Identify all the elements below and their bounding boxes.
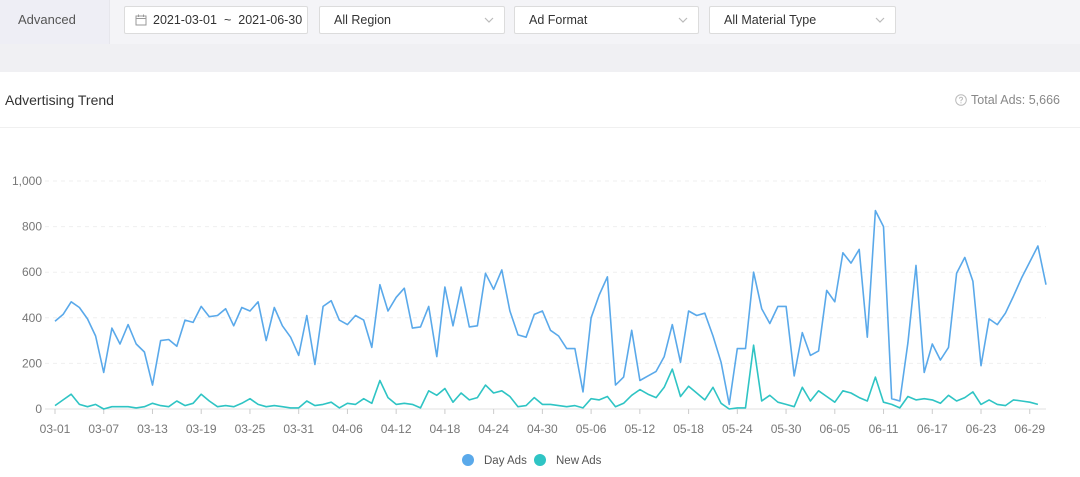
chart-legend: Day Ads New Ads	[462, 454, 602, 467]
x-tick-label: 03-25	[235, 422, 266, 436]
y-tick-label: 800	[22, 220, 42, 234]
x-axis-ticks: 03-01 03-07 03-13 03-19 03-25 03-31 04-06 04-12…	[40, 409, 1045, 436]
y-tick-label: 200	[22, 356, 42, 370]
x-tick-label: 06-29	[1014, 422, 1045, 436]
date-end: 2021-06-30	[238, 13, 303, 27]
help-icon[interactable]	[955, 94, 967, 106]
chart-grid	[45, 180, 1046, 410]
legend-label: Day Ads	[484, 455, 527, 467]
day-ads-line[interactable]	[54, 209, 1047, 406]
x-tick-label: 05-06	[576, 422, 607, 436]
ad-format-select[interactable]: Ad Format	[514, 6, 699, 34]
card-title: Advertising Trend	[5, 92, 114, 108]
y-axis-ticks: 0 200 400 600 800 1,000	[12, 174, 42, 416]
x-tick-label: 06-05	[819, 422, 850, 436]
y-tick-label: 400	[22, 311, 42, 325]
legend-label: New Ads	[556, 455, 602, 467]
x-tick-label: 05-24	[722, 422, 753, 436]
y-tick-label: 600	[22, 265, 42, 279]
x-tick-label: 05-30	[771, 422, 802, 436]
legend-marker	[462, 454, 474, 466]
x-tick-label: 04-30	[527, 422, 558, 436]
total-ads: Total Ads: 5,666	[955, 93, 1060, 107]
x-tick-label: 05-12	[625, 422, 656, 436]
legend-new-ads[interactable]: New Ads	[534, 454, 602, 467]
y-tick-label: 0	[35, 402, 42, 416]
region-select[interactable]: All Region	[319, 6, 505, 34]
x-tick-label: 03-19	[186, 422, 217, 436]
card-header: Advertising Trend Total Ads: 5,666	[0, 72, 1080, 128]
chevron-down-icon	[484, 17, 494, 23]
x-tick-label: 03-31	[283, 422, 314, 436]
chevron-down-icon	[678, 17, 688, 23]
x-tick-label: 04-18	[430, 422, 461, 436]
y-tick-label: 1,000	[12, 174, 42, 188]
section-gap	[0, 44, 1080, 72]
material-type-select-value: All Material Type	[724, 13, 817, 27]
date-range-picker[interactable]: 2021-03-01 ~2021-06-30	[124, 6, 308, 34]
region-select-value: All Region	[334, 13, 391, 27]
x-tick-label: 06-17	[917, 422, 948, 436]
filter-bar: Advanced 2021-03-01 ~2021-06-30 All Regio…	[0, 0, 1080, 44]
x-tick-label: 03-07	[88, 422, 119, 436]
chevron-down-icon	[875, 17, 885, 23]
total-ads-label: Total Ads: 5,666	[971, 93, 1060, 107]
legend-marker	[534, 454, 546, 466]
new-ads-line[interactable]	[54, 344, 1039, 410]
advanced-tab[interactable]: Advanced	[0, 0, 110, 44]
x-tick-label: 04-12	[381, 422, 412, 436]
ad-format-select-value: Ad Format	[529, 13, 588, 27]
x-tick-label: 06-11	[869, 422, 899, 436]
x-tick-label: 04-24	[478, 422, 509, 436]
material-type-select[interactable]: All Material Type	[709, 6, 896, 34]
x-tick-label: 05-18	[673, 422, 704, 436]
chart-series	[54, 209, 1047, 410]
x-tick-label: 04-06	[332, 422, 363, 436]
x-tick-label: 03-01	[40, 422, 71, 436]
calendar-icon	[135, 14, 147, 26]
legend-day-ads[interactable]: Day Ads	[462, 454, 527, 467]
date-separator: ~	[223, 13, 232, 27]
x-tick-label: 06-23	[966, 422, 997, 436]
date-start: 2021-03-01	[153, 13, 217, 27]
x-tick-label: 03-13	[137, 422, 168, 436]
